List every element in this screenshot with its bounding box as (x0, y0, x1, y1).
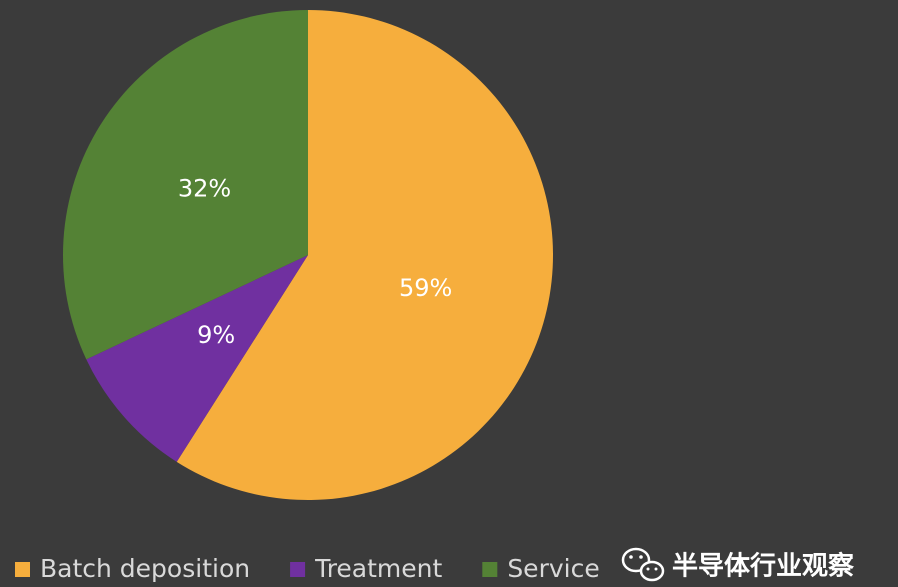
data-label: 59% (399, 274, 452, 302)
data-label: 9% (197, 321, 235, 349)
legend-label: Batch deposition (40, 554, 250, 583)
pie-slice (63, 10, 308, 360)
legend-swatch (482, 562, 498, 577)
legend-label: Treatment (314, 554, 442, 583)
watermark: 半导体行业观察 (672, 551, 855, 582)
pie-slice (176, 10, 553, 501)
legend-swatch (290, 562, 306, 577)
wechat-icon (621, 547, 665, 582)
legend-label: Service (507, 554, 599, 583)
legend-swatch (15, 562, 30, 577)
data-label: 32% (178, 174, 231, 202)
pie-slice (86, 255, 308, 462)
